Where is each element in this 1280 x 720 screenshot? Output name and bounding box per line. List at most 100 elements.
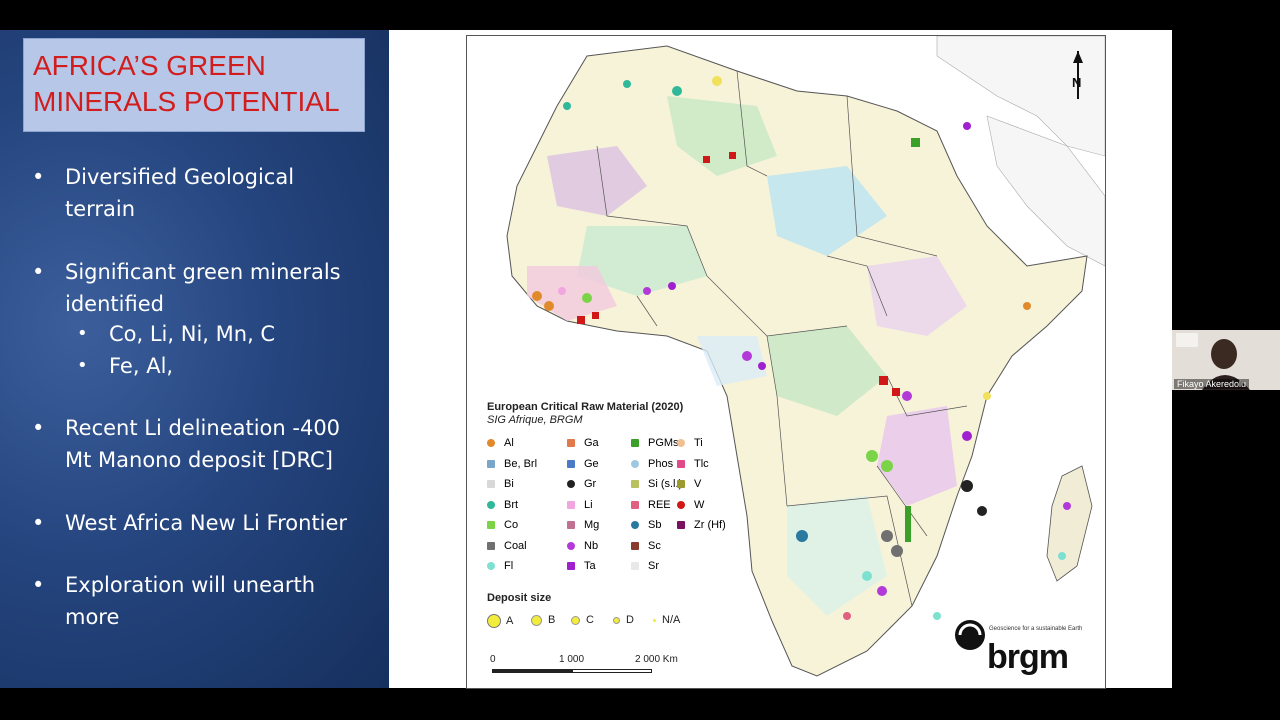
legend-label: Gr: [584, 478, 597, 490]
legend-label: Sr: [648, 560, 659, 572]
legend-label: Si (s.l.): [648, 478, 683, 490]
slide-title-box: AFRICA’S GREEN MINERALS POTENTIAL: [23, 38, 365, 132]
bullet-dot-icon: •: [77, 355, 88, 376]
legend-item: Bi: [487, 478, 514, 490]
legend-item: Ga: [567, 437, 599, 449]
legend-item: Mg: [567, 519, 599, 531]
bullet-text: Diversified Geological: [65, 165, 295, 189]
legend-label: Coal: [504, 539, 527, 552]
legend-label: Be, Brl: [504, 457, 538, 470]
webcam-video-icon: [1172, 330, 1280, 390]
bullet-item: • Diversified Geological terrain: [32, 161, 295, 225]
legend-item: Coal: [487, 540, 527, 552]
bullet-text: more: [65, 605, 120, 629]
brgm-wordmark: brgm: [987, 638, 1069, 676]
slide-title-line2: MINERALS POTENTIAL: [33, 86, 340, 117]
legend-symbol-icon: [677, 459, 685, 468]
legend-label: Ge: [584, 457, 599, 470]
deposit-size-d-icon: [613, 616, 620, 624]
legend-label: Phos: [648, 457, 674, 470]
brgm-tagline: Geoscience for a sustainable Earth: [989, 626, 1083, 632]
bullet-item: • Recent Li delineation -400 Mt Manono d…: [32, 412, 340, 476]
legend-symbol-icon: [677, 521, 685, 530]
deposit-size-b: B: [531, 614, 555, 626]
legend-label: Ga: [584, 437, 599, 449]
legend-item: Co: [487, 519, 518, 531]
deposit-size-title: Deposit size: [487, 592, 552, 604]
legend-label: Co: [504, 519, 519, 531]
bullet-item: • Exploration will unearth more: [32, 569, 315, 633]
sub-bullet-text: Fe, Al,: [109, 354, 174, 378]
legend-item: Sr: [631, 560, 659, 572]
legend-symbol-icon: [487, 541, 495, 550]
deposit-size-a-icon: [487, 614, 501, 628]
legend-symbol-icon: [487, 562, 495, 571]
legend-label: V: [694, 478, 702, 490]
slide-title: AFRICA’S GREEN MINERALS POTENTIAL: [33, 48, 340, 120]
legend-item: REE: [631, 499, 671, 511]
legend-symbol-icon: [677, 480, 685, 489]
legend-label: Tlc: [694, 457, 709, 470]
map-scale-bar: 0 1 000 2 000 Km: [490, 654, 692, 682]
legend-symbol-icon: [631, 480, 639, 489]
legend-symbol-icon: [567, 459, 575, 468]
legend-item: PGMs: [631, 437, 679, 449]
legend-symbol-icon: [567, 439, 575, 448]
legend-label: Sc: [648, 539, 661, 552]
legend-label: Al: [504, 437, 514, 449]
sub-bullet-item: • Fe, Al,: [77, 350, 174, 382]
legend-label: Fl: [504, 560, 514, 572]
deposit-size-c-icon: [571, 615, 580, 625]
legend-symbol-icon: [567, 541, 575, 550]
bullet-item: • Significant green minerals identified: [32, 256, 341, 320]
legend-label: W: [694, 498, 705, 511]
deposit-size-b-icon: [531, 614, 542, 626]
map-legend: European Critical Raw Material (2020) SI…: [487, 401, 683, 426]
deposit-size-a: A: [487, 614, 513, 628]
legend-item: Fl: [487, 560, 513, 572]
legend-label: Li: [584, 498, 593, 511]
bullet-dot-icon: •: [32, 260, 45, 284]
legend-symbol-icon: [567, 480, 575, 489]
legend-item: Sb: [631, 519, 661, 531]
webcam-thumbnail[interactable]: Fikayo Akeredolu: [1172, 330, 1280, 390]
legend-item: Zr (Hf): [677, 519, 726, 531]
legend-item: Tlc: [677, 458, 709, 470]
legend-label: Zr (Hf): [694, 519, 726, 531]
legend-item: Li: [567, 499, 593, 511]
slide-left-panel: AFRICA’S GREEN MINERALS POTENTIAL • Dive…: [0, 30, 389, 688]
legend-symbol-icon: [487, 439, 495, 448]
legend-item: Ge: [567, 458, 599, 470]
bullet-text: identified: [65, 292, 164, 316]
legend-symbol-icon: [631, 562, 639, 571]
legend-symbol-icon: [567, 521, 575, 530]
bullet-dot-icon: •: [32, 573, 45, 597]
bullet-dot-icon: •: [32, 165, 45, 189]
sub-bullet-item: • Co, Li, Ni, Mn, C: [77, 318, 276, 350]
legend-symbol-icon: [487, 500, 495, 509]
legend-label: Sb: [648, 519, 662, 531]
legend-subtitle: SIG Afrique, BRGM: [487, 414, 583, 426]
bullet-text: West Africa New Li Frontier: [65, 511, 348, 535]
legend-label: PGMs: [648, 437, 679, 449]
legend-item: Phos: [631, 458, 673, 470]
sub-bullet-text: Co, Li, Ni, Mn, C: [109, 322, 276, 346]
legend-item: Ti: [677, 437, 703, 449]
legend-item: Al: [487, 437, 514, 449]
legend-symbol-icon: [631, 541, 639, 550]
legend-symbol-icon: [631, 500, 639, 509]
brgm-logo-mark-icon: [955, 620, 985, 650]
legend-label: Mg: [584, 519, 600, 531]
deposit-size-na: N/A: [653, 614, 680, 626]
scale-label: 0: [490, 654, 496, 665]
deposit-size-c: C: [571, 614, 594, 626]
legend-label: Bi: [504, 478, 514, 490]
legend-symbol-icon: [487, 459, 495, 468]
legend-item: V: [677, 478, 701, 490]
legend-symbol-icon: [631, 521, 639, 530]
deposit-size-d: D: [613, 614, 634, 626]
legend-item: Gr: [567, 478, 596, 490]
deposit-size-na-icon: [653, 618, 656, 622]
legend-symbol-icon: [677, 500, 685, 509]
legend-symbol-icon: [677, 439, 685, 448]
